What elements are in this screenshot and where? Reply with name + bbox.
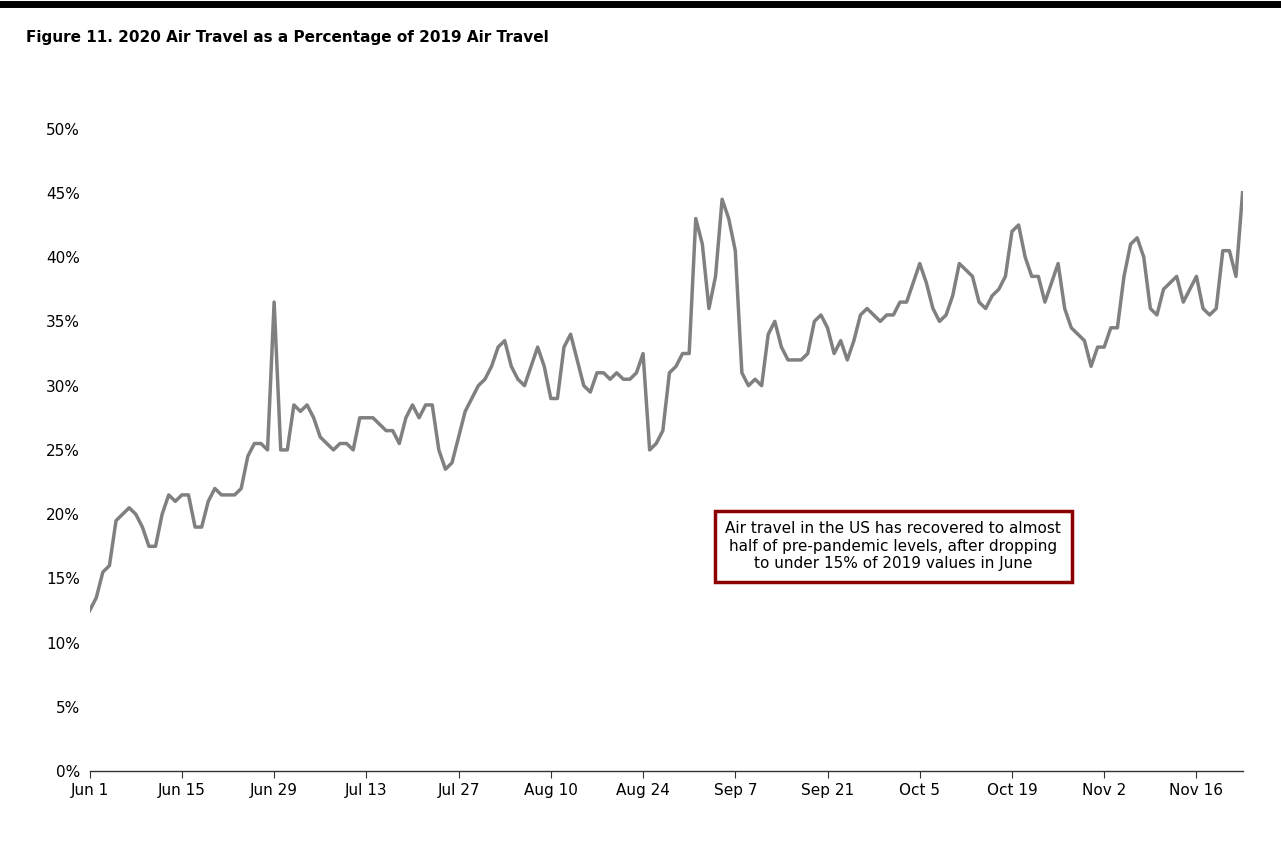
Text: Air travel in the US has recovered to almost
half of pre-pandemic levels, after : Air travel in the US has recovered to al… — [725, 521, 1062, 572]
Text: Figure 11. 2020 Air Travel as a Percentage of 2019 Air Travel: Figure 11. 2020 Air Travel as a Percenta… — [26, 30, 548, 45]
